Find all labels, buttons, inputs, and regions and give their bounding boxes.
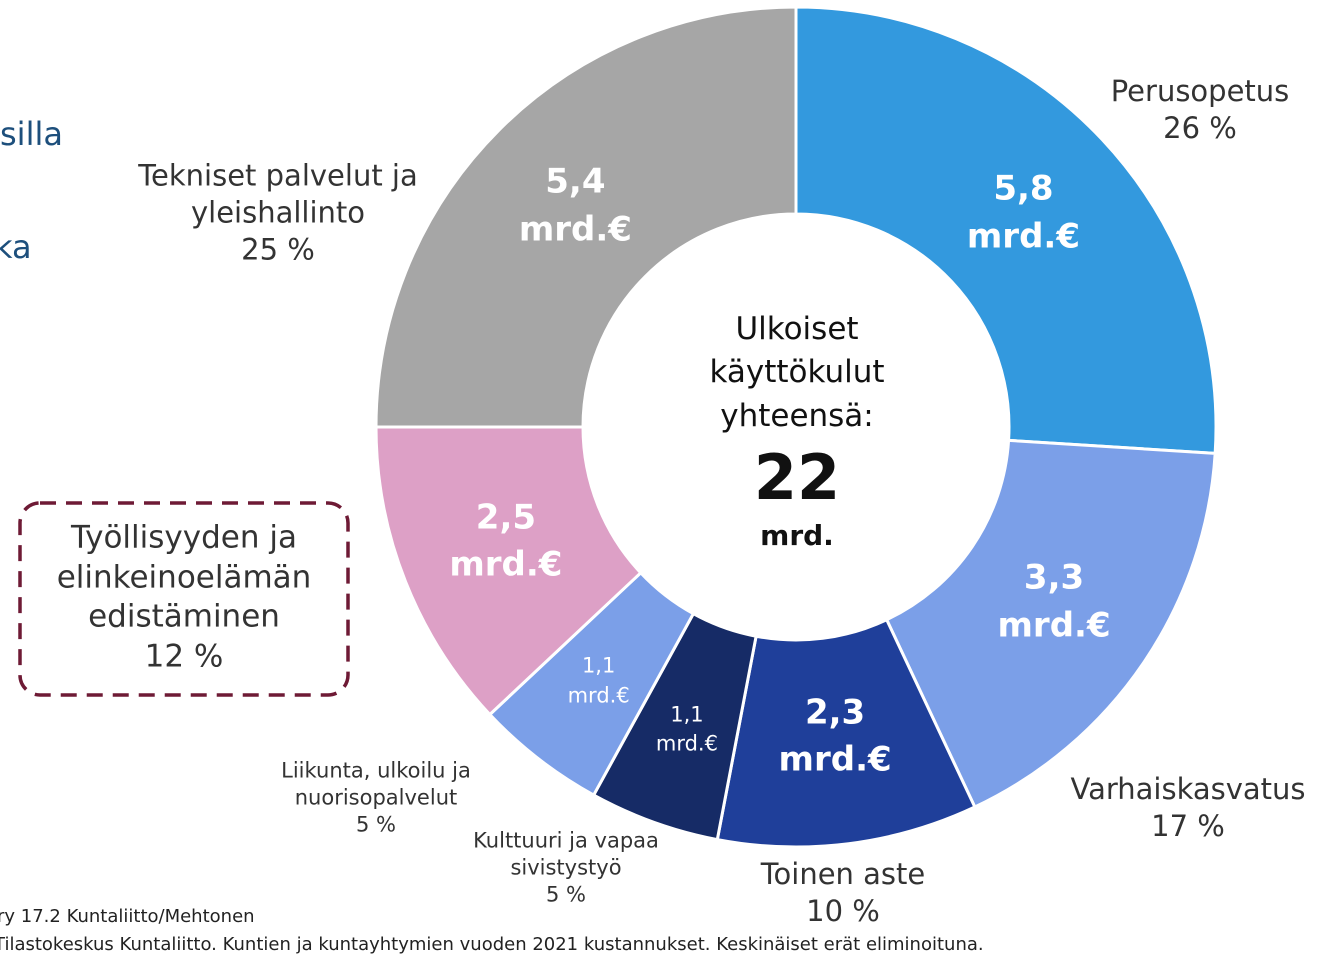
amount: 1,1	[581, 654, 616, 679]
slice-label: Perusopetus 26 %	[1111, 73, 1290, 147]
amount-unit: mrd.€	[567, 683, 630, 708]
amount-unit: mrd.€	[966, 216, 1080, 257]
slice-label: Kulttuuri ja vapaa sivistystyö 5 %	[473, 828, 659, 909]
slice	[374, 425, 643, 717]
amount-label: 2,5 mrd.€	[449, 494, 562, 589]
highlight-box	[18, 501, 350, 697]
slice	[374, 5, 798, 429]
slice-label: Toinen aste 10 %	[761, 856, 926, 930]
total-unit: mrd.	[760, 518, 834, 552]
amount: 5,4	[545, 161, 606, 202]
amount: 2,5	[475, 497, 537, 538]
amount-unit: mrd.€	[449, 544, 563, 585]
footer: ry 17.2 Kuntaliitto/Mehtonen	[0, 906, 255, 927]
amount-unit: mrd.€	[997, 605, 1111, 646]
category: Perusopetus	[1110, 73, 1290, 108]
amount-unit: mrd.€	[778, 739, 892, 780]
center-label: Ulkoiset käyttökulut yhteensä:	[709, 311, 885, 434]
percent: 5 %	[356, 812, 396, 837]
amount: 5,8	[993, 168, 1054, 209]
category: Liikunta, ulkoilu ja nuorisopalvelut	[281, 758, 471, 810]
amount-label: 1,1 mrd.€	[568, 652, 630, 711]
center: Ulkoiset käyttökulut yhteensä: 22 mrd.	[709, 308, 884, 552]
slice	[884, 438, 1217, 810]
category: Tekniset palvelut ja yleishallinto	[138, 158, 418, 230]
amount-label: 1,1 mrd.€	[656, 701, 718, 760]
amount-label: 3,3 mrd.€	[997, 555, 1110, 650]
percent: 25 %	[241, 232, 315, 267]
amount-label: 5,8 mrd.€	[967, 166, 1080, 261]
amount: 2,3	[804, 691, 866, 732]
percent: 5 %	[546, 882, 586, 907]
category: Varhaiskasvatus	[1070, 771, 1306, 806]
slice	[794, 5, 1218, 455]
total: 22	[753, 441, 841, 515]
slice-label: Työllisyyden ja elinkeinoelämän edistämi…	[57, 519, 312, 678]
category: Kulttuuri ja vapaa sivistystyö	[473, 828, 659, 880]
slice-label: Varhaiskasvatus 17 %	[1070, 771, 1305, 845]
amount-unit: mrd.€	[518, 209, 632, 250]
amount-label: 2,3 mrd.€	[779, 689, 892, 784]
category: Työllisyyden ja elinkeinoelämän edistämi…	[56, 519, 312, 635]
percent: 12 %	[144, 638, 224, 675]
side-text: silla	[0, 115, 63, 153]
percent: 26 %	[1163, 111, 1237, 145]
category: Toinen aste	[760, 856, 926, 891]
percent: 17 %	[1151, 809, 1225, 843]
footer: Tilastokeskus Kuntaliitto. Kuntien ja ku…	[0, 934, 984, 955]
amount: 1,1	[670, 702, 704, 727]
slice-label: Liikunta, ulkoilu ja nuorisopalvelut 5 %	[281, 758, 471, 839]
amount-label: 5,4 mrd.€	[519, 159, 632, 254]
side-text: ka	[0, 228, 32, 266]
amount: 3,3	[1023, 557, 1085, 598]
percent: 10 %	[806, 894, 880, 928]
amount-unit: mrd.€	[655, 731, 718, 756]
slice-label: Tekniset palvelut ja yleishallinto 25 %	[138, 157, 418, 268]
